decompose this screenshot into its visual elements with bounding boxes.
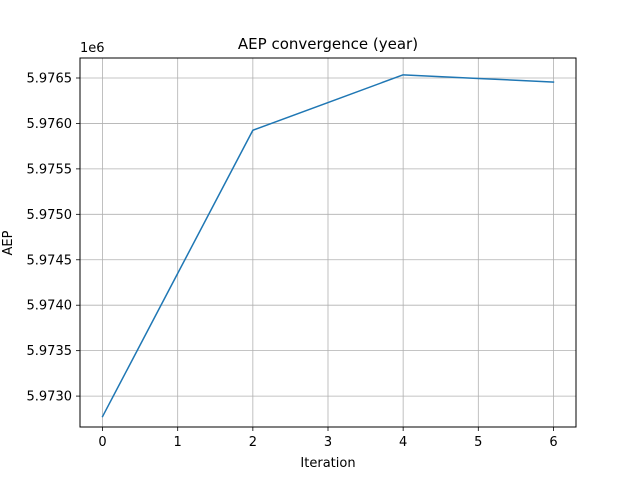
y-axis: 5.9730 5.9735 5.9740 5.9745 5.9750 5.9755 5.97… [27,71,80,405]
y-tick-label: 5.9765 [27,71,73,86]
x-tick-label: 2 [249,435,257,450]
x-axis-label: Iteration [300,456,355,471]
chart-title: AEP convergence (year) [238,35,418,53]
y-tick-label: 5.9755 [27,162,73,177]
y-tick-label: 5.9745 [27,253,73,268]
grid [80,58,576,427]
x-tick-label: 5 [474,435,482,450]
x-tick-label: 1 [174,435,182,450]
y-tick-label: 5.9740 [27,299,73,314]
x-tick-label: 4 [399,435,407,450]
series-line [101,74,555,418]
x-tick-label: 3 [324,435,332,450]
y-offset-label: 1e6 [80,41,105,56]
y-tick-label: 5.9760 [27,117,73,132]
x-tick-label: 0 [98,435,106,450]
y-axis-label: AEP [1,230,16,255]
y-tick-label: 5.9735 [27,344,73,359]
x-axis: 0 1 2 3 4 5 6 [98,427,558,450]
x-tick-label: 6 [549,435,557,450]
y-tick-label: 5.9730 [27,390,73,405]
series-layer [101,74,555,418]
y-tick-label: 5.9750 [27,208,73,223]
